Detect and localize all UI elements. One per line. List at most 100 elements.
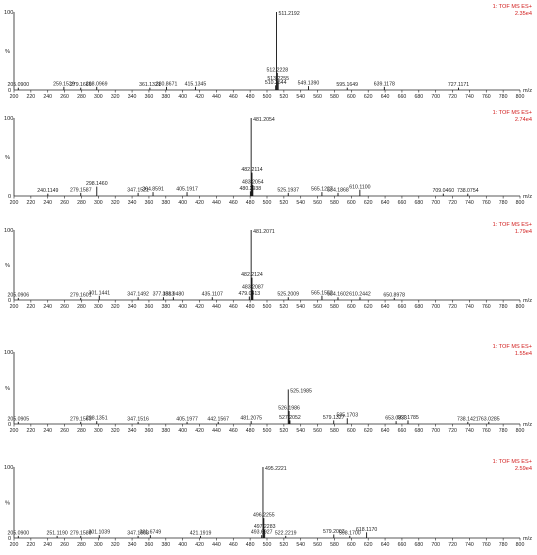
panel-5-peak-label: 205.0900 (7, 530, 29, 536)
panel-2-x-tick-label: 240 (43, 200, 52, 206)
panel-5-peak-label: 497.2283 (254, 524, 276, 530)
panel-2-x-tick-label: 580 (330, 200, 339, 206)
panel-5-x-tick-label: 440 (212, 542, 221, 548)
panel-5-x-tick-label: 620 (364, 542, 373, 548)
panel-3-x-tick-label: 520 (280, 304, 289, 310)
panel-2-peak-label: 279.1587 (70, 187, 92, 193)
panel-3-peak-label: 301.1441 (88, 290, 110, 296)
panel-3-instrument-header: 1: TOF MS ES+ (493, 222, 532, 228)
panel-4-x-tick-label: 640 (381, 428, 390, 434)
panel-2-x-tick-label: 400 (178, 200, 187, 206)
panel-5-x-tick-label: 720 (448, 542, 457, 548)
panel-3-x-tick-label: 780 (499, 304, 508, 310)
panel-2-peak-label: 738.0754 (457, 188, 479, 194)
panel-2-x-tick-label: 700 (431, 200, 440, 206)
panel-3-x-tick-label: 540 (296, 304, 305, 310)
panel-4-peak-label: 405.1977 (176, 416, 198, 422)
panel-2-x-tick-label: 340 (128, 200, 137, 206)
panel-4-x-tick-label: 680 (414, 428, 423, 434)
panel-4-x-tick-label: 200 (10, 428, 19, 434)
panel-1-y-max-label: 100 (4, 10, 13, 16)
panel-1-peak-label: 513.2255 (267, 76, 289, 82)
panel-5-x-tick-label: 280 (77, 542, 86, 548)
panel-1-x-tick-label: 440 (212, 94, 221, 100)
panel-1-peak-label: 279.1666 (70, 82, 92, 88)
panel-1-x-tick-label: 660 (398, 94, 407, 100)
panel-2-instrument-header: 1: TOF MS ES+ (493, 110, 532, 116)
panel-1-x-tick-label: 580 (330, 94, 339, 100)
panel-2-x-tick-label: 320 (111, 200, 120, 206)
panel-5-x-tick-label: 220 (27, 542, 36, 548)
panel-5-x-tick-label: 600 (347, 542, 356, 548)
panel-5-peak-label: 493.6927 (251, 530, 273, 536)
panel-3-x-tick-label: 460 (229, 304, 238, 310)
panel-1-peak-label: 512.2228 (266, 67, 288, 73)
panel-2-y-min-label: 0 (8, 194, 11, 200)
panel-1-peak-label: 205.0900 (7, 82, 29, 88)
panel-5-peak-label: 495.2221 (265, 466, 287, 472)
panel-3-x-tick-label: 640 (381, 304, 390, 310)
panel-2-peak-label: 364.8591 (142, 187, 164, 193)
panel-5-x-tick-label: 300 (94, 542, 103, 548)
panel-1-x-tick-label: 460 (229, 94, 238, 100)
panel-4-x-tick-label: 760 (482, 428, 491, 434)
panel-2-x-tick-label: 220 (27, 200, 36, 206)
panel-1-x-tick-label: 540 (296, 94, 305, 100)
panel-4-x-tick-label: 360 (145, 428, 154, 434)
panel-2-x-tick-label: 440 (212, 200, 221, 206)
panel-2-peak-label: 405.1917 (176, 187, 198, 193)
panel-4-peak-label: 527.2052 (279, 415, 301, 421)
panel-5-x-tick-label: 560 (313, 542, 322, 548)
panel-4-x-tick-label: 520 (280, 428, 289, 434)
panel-3-peak-label: 279.1601 (70, 292, 92, 298)
panel-2-intensity-label: 2.74e4 (515, 117, 532, 123)
panel-2-peak-label: 298.1460 (86, 181, 108, 187)
panel-2-y-max-label: 100 (4, 116, 13, 122)
panel-3-x-tick-label: 300 (94, 304, 103, 310)
panel-1-x-tick-label: 320 (111, 94, 120, 100)
panel-4-x-tick-label: 720 (448, 428, 457, 434)
panel-4-x-tick-label: 420 (195, 428, 204, 434)
panel-3-x-tick-label: 220 (27, 304, 36, 310)
panel-3-x-tick-label: 760 (482, 304, 491, 310)
panel-2-x-tick-label: 520 (280, 200, 289, 206)
panel-2-peak-label: 347.1521 (127, 187, 149, 193)
panel-3-peak-label: 205.0906 (7, 292, 29, 298)
panel-2-x-tick-label: 460 (229, 200, 238, 206)
panel-2-x-tick-label: 300 (94, 200, 103, 206)
panel-5-x-tick-label: 800 (516, 542, 525, 548)
panel-3-y-axis-label: % (5, 263, 10, 269)
panel-5-peak-label: 618.1170 (356, 527, 377, 533)
panel-5-instrument-header: 1: TOF MS ES+ (493, 459, 532, 465)
panel-1-x-tick-label: 380 (161, 94, 170, 100)
panel-3-y-min-label: 0 (8, 298, 11, 304)
panel-1-peak-label: 639.1178 (374, 81, 395, 87)
panel-2-x-tick-label: 380 (161, 200, 170, 206)
panel-3-x-tick-label: 260 (60, 304, 69, 310)
panel-2-peak-label: 584.1868 (327, 187, 349, 193)
panel-3-x-tick-label: 380 (161, 304, 170, 310)
panel-3-peak-label: 435.1107 (202, 292, 223, 298)
panel-4-x-tick-label: 780 (499, 428, 508, 434)
panel-4-x-tick-label: 480 (246, 428, 255, 434)
panel-5-peak-label: 279.1589 (70, 530, 92, 536)
panel-4-peak-label: 667.1785 (397, 415, 419, 421)
panel-1-y-axis-label: % (5, 49, 10, 55)
panel-5-peak-label: 251.1190 (46, 530, 67, 536)
panel-5-x-tick-label: 200 (10, 542, 19, 548)
panel-2-peak-label: 482.2114 (241, 167, 262, 173)
panel-3-x-tick-label: 620 (364, 304, 373, 310)
panel-5-x-tick-label: 580 (330, 542, 339, 548)
panel-5-y-axis-label: % (5, 501, 10, 507)
panel-3-x-tick-label: 500 (263, 304, 272, 310)
panel-1-peak-label: 259.1529 (53, 81, 75, 87)
panel-3-peak-label: 565.1552 (311, 290, 333, 296)
panel-4-x-tick-label: 580 (330, 428, 339, 434)
panel-5-x-axis-label: m/z (523, 536, 532, 542)
panel-1-x-tick-label: 520 (280, 94, 289, 100)
panel-4-x-tick-label: 320 (111, 428, 120, 434)
panel-4-x-tick-label: 220 (27, 428, 36, 434)
panel-4-x-tick-label: 620 (364, 428, 373, 434)
panel-4-x-tick-label: 380 (161, 428, 170, 434)
